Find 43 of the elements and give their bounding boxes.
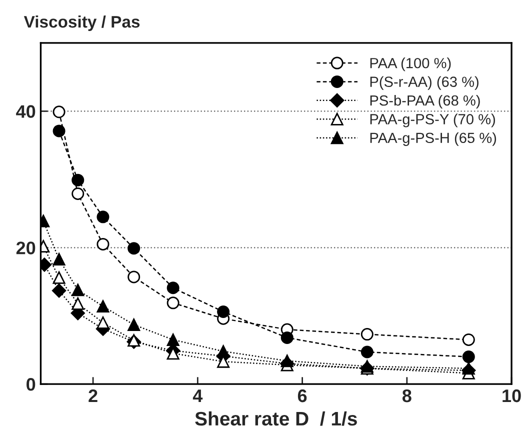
- point: [462, 362, 475, 375]
- point: [96, 238, 110, 250]
- point: [52, 106, 66, 118]
- point: [72, 284, 84, 296]
- x-axis-title: Shear rate D / 1/s: [195, 411, 357, 426]
- point: [166, 333, 180, 346]
- point: [217, 345, 230, 358]
- x-tick-label: 8: [402, 389, 412, 402]
- point: [96, 210, 110, 224]
- point: [72, 297, 84, 310]
- point: [52, 271, 66, 284]
- x-tick-label: 2: [88, 389, 98, 402]
- y-tick-label: 40: [16, 105, 36, 118]
- x-tick-label: 4: [192, 390, 203, 402]
- legend-label: PAA-g-PS-H (65 %): [370, 132, 496, 146]
- y-tick-label: 0: [26, 378, 36, 391]
- point: [128, 318, 140, 331]
- y-axis-title: Viscosity / Pas: [24, 15, 140, 32]
- legend-label: PS-b-PAA (68 %): [370, 94, 480, 109]
- point: [166, 296, 180, 310]
- point: [96, 316, 110, 329]
- point: [96, 300, 110, 313]
- point: [462, 350, 475, 364]
- point: [360, 328, 374, 341]
- point: [52, 124, 66, 138]
- x-tick-label: 6: [298, 389, 307, 402]
- point: [462, 333, 475, 346]
- point: [360, 346, 374, 358]
- point: [280, 354, 294, 368]
- x-tick-label: 10: [502, 389, 521, 402]
- point: [217, 306, 230, 318]
- legend-label: PAA (100 %): [370, 58, 451, 72]
- point: [72, 187, 84, 200]
- legend-label: PAA-g-PS-Y (70 %): [370, 114, 495, 128]
- point: [52, 284, 66, 298]
- point: [166, 282, 180, 294]
- point: [52, 252, 66, 266]
- point: [128, 270, 140, 284]
- point: [72, 174, 84, 186]
- point: [128, 242, 140, 255]
- y-tick-label: 20: [16, 242, 36, 254]
- point: [280, 331, 294, 344]
- legend-label: P(S-r-AA) (63 %): [370, 76, 478, 90]
